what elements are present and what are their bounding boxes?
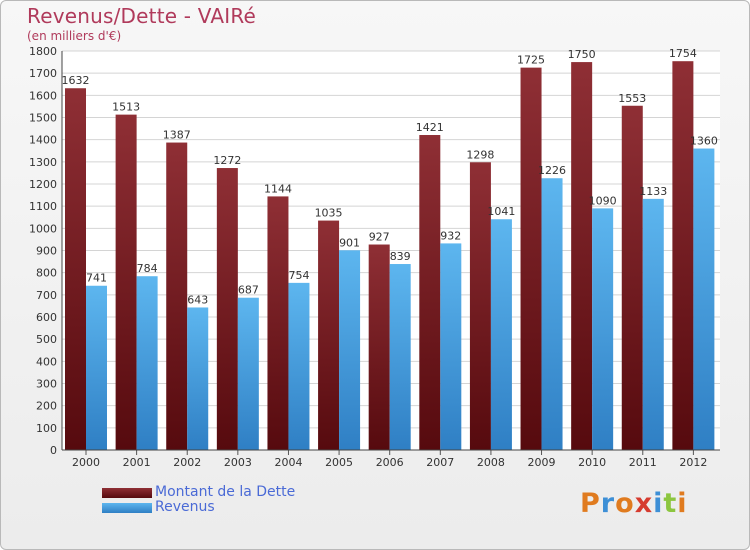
bar-revenus [693,148,715,451]
bar-dette [368,244,390,450]
x-tick-label: 2008 [477,456,505,469]
x-tick-label: 2000 [72,456,100,469]
legend-swatch-dette [102,488,152,498]
chart-subtitle: (en milliers d'€) [27,29,122,43]
data-label: 643 [187,293,208,306]
bar-revenus [339,250,361,450]
data-label: 1226 [538,164,566,177]
y-tick-label: 1700 [29,67,57,80]
data-label: 1360 [690,135,718,148]
bar-dette [166,142,188,450]
x-tick-label: 2006 [376,456,404,469]
data-label: 1387 [163,129,191,142]
x-tick-label: 2001 [123,456,151,469]
y-tick-label: 500 [36,333,57,346]
bar-revenus [440,243,462,450]
y-tick-label: 900 [36,245,57,258]
y-tick-label: 300 [36,378,57,391]
bar-revenus [592,208,614,450]
x-tick-label: 2009 [528,456,556,469]
x-tick-label: 2007 [426,456,454,469]
data-label: 1298 [466,148,494,161]
logo-letter: r [600,488,616,519]
proxiti-logo: Proxiti [580,488,688,519]
bar-revenus [490,219,512,450]
logo-letter: t [663,488,678,519]
data-label: 1144 [264,182,292,195]
bar-revenus [136,276,158,450]
y-tick-label: 200 [36,400,57,413]
data-label: 687 [238,284,259,297]
y-tick-label: 100 [36,422,57,435]
x-tick-label: 2010 [578,456,606,469]
y-tick-label: 1600 [29,89,57,102]
logo-letter: i [653,488,664,519]
data-label: 1632 [62,74,90,87]
data-label: 754 [288,269,309,282]
bar-dette [571,62,593,450]
y-tick-label: 1100 [29,200,57,213]
data-label: 1272 [213,154,241,167]
y-tick-label: 1800 [29,45,57,58]
y-tick-label: 1200 [29,178,57,191]
data-label: 1035 [315,207,343,220]
bar-dette [520,67,542,450]
y-tick-label: 0 [50,444,57,457]
logo-letter: o [615,488,635,519]
data-label: 1754 [669,47,697,60]
data-label: 927 [369,231,390,244]
bar-revenus [237,297,259,450]
data-label: 1553 [618,92,646,105]
y-tick-label: 800 [36,267,57,280]
y-tick-label: 1300 [29,156,57,169]
data-label: 1133 [639,185,667,198]
data-label: 1090 [589,194,617,207]
x-tick-label: 2012 [679,456,707,469]
y-tick-label: 1500 [29,112,57,125]
y-tick-label: 1400 [29,134,57,147]
bar-revenus [187,307,209,450]
x-tick-label: 2003 [224,456,252,469]
bar-dette [621,105,643,451]
bar-dette [469,162,491,450]
data-label: 784 [137,262,158,275]
y-tick-label: 1000 [29,222,57,235]
x-tick-label: 2002 [173,456,201,469]
y-tick-label: 700 [36,289,57,302]
bar-dette [65,88,86,451]
data-label: 1513 [112,101,140,114]
logo-letter: x [634,488,654,519]
bar-revenus [86,285,107,450]
x-tick-label: 2004 [274,456,302,469]
bar-dette [419,135,441,451]
bar-revenus [389,264,411,450]
data-label: 901 [339,236,360,249]
data-label: 1421 [416,121,444,134]
bar-dette [672,61,694,451]
data-label: 1041 [487,205,515,218]
bar-dette [115,114,137,450]
data-label: 932 [440,229,461,242]
bar-revenus [541,178,563,450]
bar-revenus [642,198,664,450]
chart-title: Revenus/Dette - VAIRé [27,4,257,28]
y-tick-label: 400 [36,355,57,368]
legend-label-dette: Montant de la Dette [155,484,296,500]
bar-dette [318,220,340,450]
data-label: 741 [86,272,107,285]
logo-letter: i [677,488,688,519]
x-tick-label: 2011 [629,456,657,469]
data-label: 839 [390,250,411,263]
bar-dette [267,196,289,450]
data-label: 1750 [568,48,596,61]
y-tick-label: 600 [36,311,57,324]
legend-label-revenus: Revenus [155,499,215,515]
x-tick-label: 2005 [325,456,353,469]
bar-revenus [288,282,310,450]
legend-swatch-revenus [102,503,152,513]
data-label: 1725 [517,54,545,67]
bar-dette [216,168,238,451]
logo-letter: P [580,488,601,519]
